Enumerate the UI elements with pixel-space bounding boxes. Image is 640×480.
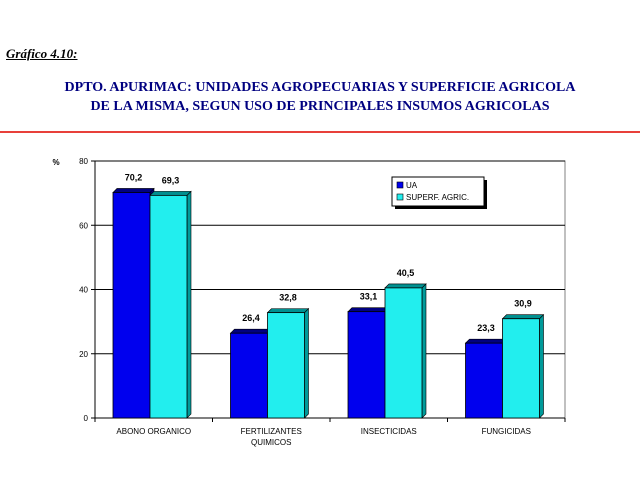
legend-swatch: [396, 193, 404, 201]
bar-top: [149, 191, 192, 196]
title-divider: [0, 131, 640, 133]
chart-caption: Gráfico 4.10:: [6, 46, 78, 61]
bar-top: [266, 308, 310, 313]
bar: [384, 287, 423, 419]
data-label: 40,5: [397, 268, 415, 278]
legend-box: [391, 176, 485, 207]
bar-top: [347, 307, 390, 312]
y-tick-label: 0: [84, 414, 89, 423]
x-tick-label: INSECTICIDAS: [361, 427, 417, 436]
bar-side: [304, 307, 309, 419]
chart-title-line-1: DPTO. APURIMAC: UNIDADES AGROPECUARIAS Y…: [64, 80, 576, 95]
legend-label: UA: [406, 181, 418, 190]
bar: [149, 194, 188, 419]
x-tick-label: FERTILIZANTES: [241, 427, 302, 436]
bar-top: [229, 328, 273, 334]
data-label: 32,8: [279, 293, 297, 303]
bar: [347, 311, 386, 419]
bar-side: [539, 314, 544, 419]
x-tick-label: FUNGICIDAS: [482, 427, 531, 436]
bar-top: [464, 338, 508, 344]
legend-label: SUPERF. AGRIC.: [406, 193, 469, 202]
y-tick-label: 20: [79, 350, 88, 359]
y-tick-label: 40: [79, 286, 88, 295]
y-tick-label: 60: [79, 221, 88, 230]
data-label: 23,3: [477, 323, 495, 333]
y-axis-label: %: [52, 158, 59, 167]
bar: [230, 332, 268, 419]
bar: [465, 342, 503, 419]
y-tick-label: 80: [79, 157, 88, 166]
bar-side: [421, 283, 427, 419]
legend-swatch: [396, 181, 404, 189]
bar-side: [186, 190, 192, 419]
data-label: 33,1: [360, 292, 378, 302]
bar: [112, 192, 151, 419]
x-tick-label: QUIMICOS: [251, 438, 291, 447]
x-tick-label: ABONO ORGANICO: [116, 427, 191, 436]
data-label: 26,4: [242, 313, 260, 323]
bar-top: [501, 314, 545, 320]
bar-top: [384, 283, 427, 289]
data-label: 30,9: [514, 299, 532, 309]
data-label: 69,3: [162, 175, 180, 185]
bar: [267, 312, 305, 419]
bar-top: [112, 188, 155, 193]
bar: [502, 318, 540, 419]
chart-title-line-2: DE LA MISMA, SEGUN USO DE PRINCIPALES IN…: [90, 99, 550, 114]
data-label: 70,2: [125, 172, 143, 182]
